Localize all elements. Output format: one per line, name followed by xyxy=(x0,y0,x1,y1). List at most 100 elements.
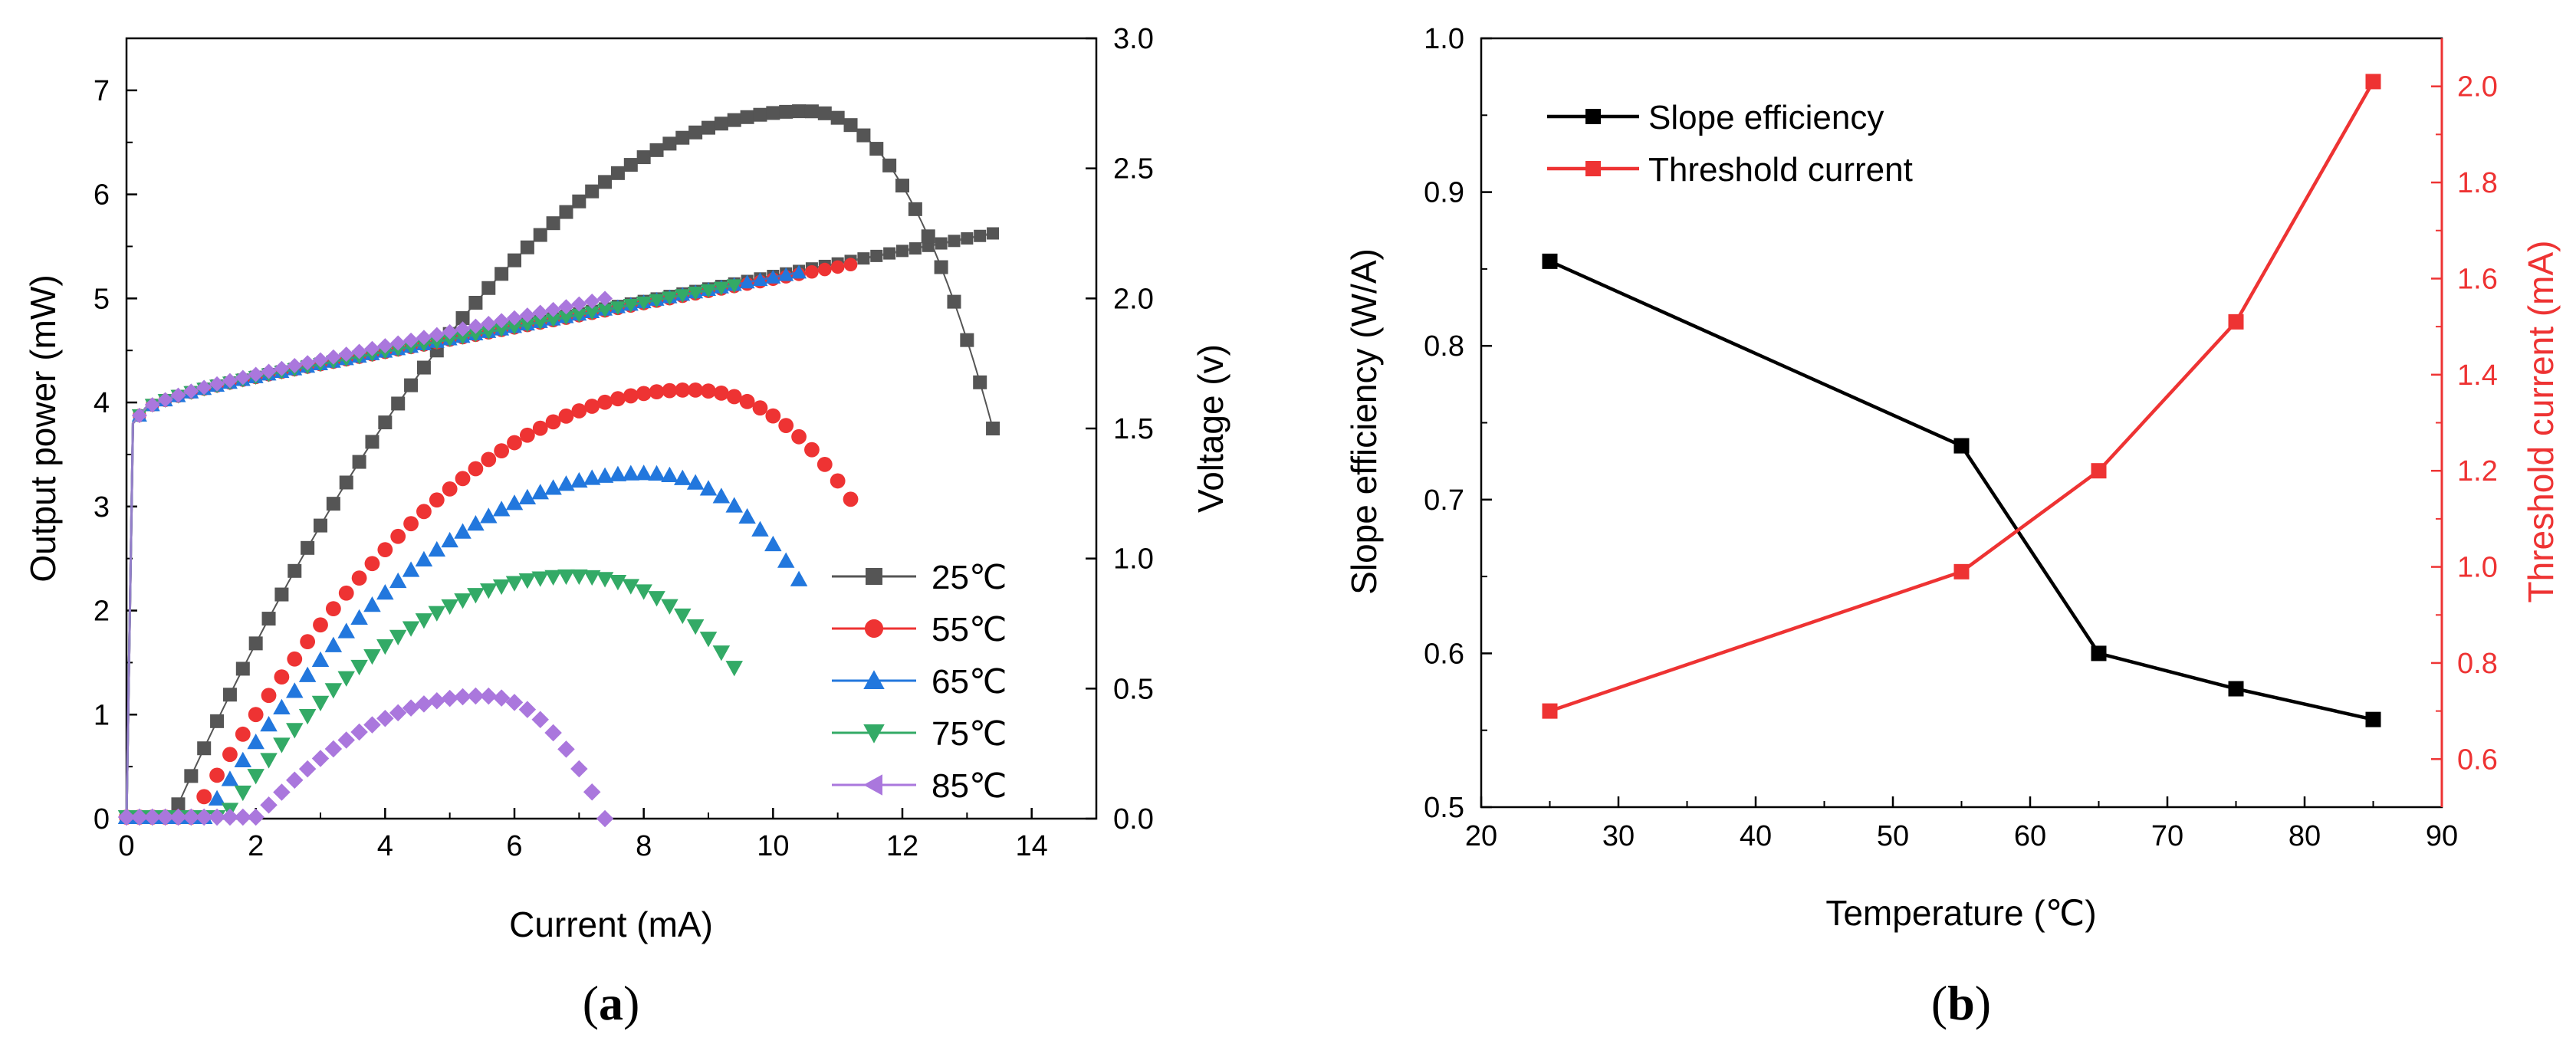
chart-a-voltage-point xyxy=(209,376,225,392)
chart-a-power-point xyxy=(559,205,573,219)
chart-b-legend: Slope efficiency Threshold current xyxy=(1547,99,1913,189)
chart-a-power-point xyxy=(674,608,692,625)
chart-a-power-point xyxy=(791,428,807,445)
chart-a-power-point xyxy=(779,104,794,119)
chart-a-power-point xyxy=(389,629,407,646)
chart-a-voltage-point xyxy=(571,296,587,312)
chart-a-power-point xyxy=(339,475,353,490)
chart-a-voltage-point xyxy=(494,323,510,338)
chart-a-power-point xyxy=(298,760,317,778)
chart-a-voltage-point xyxy=(144,397,160,413)
chart-a-power-point xyxy=(221,770,239,786)
chart-a-power-point xyxy=(740,110,754,124)
chart-a-legend-marker xyxy=(864,619,884,639)
chart-a-voltage-point xyxy=(377,338,393,354)
chart-a-voltage-point xyxy=(649,294,665,308)
chart-a-power-point xyxy=(777,552,795,568)
chart-b-y2-tick-label: 2.0 xyxy=(2457,71,2498,103)
chart-a-y-tick-label: 4 xyxy=(94,387,110,419)
chart-a-y-axis-label: Output power (mW) xyxy=(23,274,63,582)
chart-a-power-point xyxy=(751,520,769,537)
chart-b-y2-tick-label: 1.0 xyxy=(2457,552,2498,584)
chart-b-point xyxy=(1542,253,1558,269)
chart-a-voltage-point xyxy=(739,274,755,289)
chart-a-power-point xyxy=(402,621,420,637)
chart-a-voltage-point xyxy=(325,349,341,365)
chart-b-series-line xyxy=(1549,259,2374,721)
chart-a-power-point xyxy=(753,107,767,122)
chart-a-voltage-point xyxy=(636,296,652,310)
chart-a-voltage-point xyxy=(170,387,186,403)
chart-a-voltage-point xyxy=(442,333,458,347)
chart-a-voltage-point xyxy=(545,314,561,328)
chart-b-legend-label: Slope efficiency xyxy=(1648,99,1884,136)
chart-a-voltage-point xyxy=(455,330,471,345)
chart-a-voltage-point xyxy=(468,318,484,334)
chart-a-power-point xyxy=(518,488,537,504)
chart-a-y2-tick-label: 2.5 xyxy=(1113,153,1154,185)
chart-a-power-point xyxy=(314,518,327,533)
chart-a-power-point xyxy=(518,573,537,589)
chart-a-voltage-point xyxy=(843,258,858,272)
chart-a-power-point xyxy=(235,726,251,742)
chart-a-power-point xyxy=(480,507,498,524)
chart-a-voltage-point xyxy=(857,252,870,265)
chart-a-power-point xyxy=(363,648,381,665)
chart-a-power-point xyxy=(520,240,534,254)
chart-a-voltage-point xyxy=(726,279,742,294)
chart-a-power-point xyxy=(843,491,859,507)
chart-a-power-point xyxy=(247,769,264,785)
chart-b-panel-label: (b) xyxy=(1931,976,1991,1030)
chart-b-y-axis-label: Slope efficiency (W/A) xyxy=(1344,248,1384,595)
chart-a-voltage-point xyxy=(157,392,173,408)
chart-a-power-point xyxy=(402,561,420,577)
chart-a-power-point xyxy=(609,575,627,591)
chart-a-power-point xyxy=(583,570,601,586)
chart-a-power-point xyxy=(378,415,393,430)
chart-b-x-tick-label: 30 xyxy=(1602,820,1635,852)
chart-a-power-point xyxy=(391,396,406,411)
chart-a-power-point xyxy=(416,360,431,375)
chart-a-power-point xyxy=(260,753,278,769)
chart-a-voltage-point xyxy=(558,311,574,326)
chart-b-y-tick-label: 0.7 xyxy=(1424,484,1464,517)
chart-a-power-point xyxy=(596,572,614,588)
chart-a-y-tick-label: 7 xyxy=(94,75,110,107)
chart-a-power-point xyxy=(570,569,588,586)
chart-a-voltage-point xyxy=(390,335,406,351)
chart-b-x-tick-label: 40 xyxy=(1740,820,1772,852)
chart-a-y-tick-label: 5 xyxy=(94,283,110,315)
chart-a-power-point xyxy=(467,687,485,705)
chart-a-power-point xyxy=(596,809,614,828)
chart-a-power-point xyxy=(688,125,703,140)
chart-a-voltage-point xyxy=(545,301,561,317)
chart-a-power-point xyxy=(481,281,496,295)
chart-a-power-point xyxy=(505,494,524,511)
chart-a-power-point xyxy=(298,709,317,725)
chart-a-power-point xyxy=(701,383,716,399)
chart-a-power-point xyxy=(390,528,406,544)
chart-b-x-axis-label: Temperature (℃) xyxy=(1825,893,2096,933)
chart-a-power-point xyxy=(454,593,472,609)
chart-a-power-point xyxy=(365,435,380,449)
chart-a-x-tick-label: 6 xyxy=(506,830,522,862)
chart-a-power-point xyxy=(817,106,832,120)
chart-a-power-point xyxy=(495,267,509,281)
chart-a-power-point xyxy=(765,408,781,424)
chart-a-power-point xyxy=(609,465,627,481)
chart-a-power-point xyxy=(376,710,394,727)
chart-b-point xyxy=(2091,645,2107,662)
chart-a-power-point xyxy=(234,785,252,802)
chart-a-power-point xyxy=(481,451,497,468)
chart-a-voltage-point xyxy=(416,330,432,346)
chart-a-power-point xyxy=(622,579,640,595)
chart-a-power-point xyxy=(287,651,303,667)
chart-b-axes: 20 30 40 50 60 70 80 90 0.5 0.6 0.7 0.8 0.9 1.0 0.6 0.8… xyxy=(1424,23,2498,852)
chart-a-panel-letter: a xyxy=(599,976,623,1030)
chart-b-x-tick-label: 70 xyxy=(2151,820,2183,852)
chart-a-voltage-point xyxy=(519,318,535,333)
chart-a-power-point xyxy=(352,455,366,469)
chart-a-power-point xyxy=(766,106,780,120)
chart-a-power-point xyxy=(662,136,677,151)
